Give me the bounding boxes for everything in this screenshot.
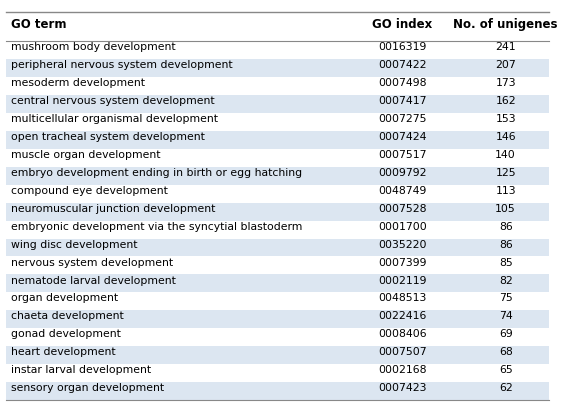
Text: 0007528: 0007528: [378, 204, 427, 214]
Text: 85: 85: [499, 258, 512, 267]
Bar: [6, 257, 549, 274]
Bar: [6, 238, 549, 257]
Text: neuromuscular junction development: neuromuscular junction development: [11, 204, 215, 214]
Text: muscle organ development: muscle organ development: [11, 150, 161, 160]
Text: peripheral nervous system development: peripheral nervous system development: [11, 60, 233, 70]
Text: 0048749: 0048749: [378, 186, 427, 196]
Text: nematode larval development: nematode larval development: [11, 276, 176, 286]
Text: embryo development ending in birth or egg hatching: embryo development ending in birth or eg…: [11, 168, 302, 178]
Text: 0002168: 0002168: [378, 365, 427, 375]
Text: mesoderm development: mesoderm development: [11, 78, 145, 88]
Bar: [6, 167, 549, 185]
Text: 140: 140: [495, 150, 516, 160]
Text: mushroom body development: mushroom body development: [11, 42, 176, 53]
Text: 0007275: 0007275: [378, 114, 427, 124]
Bar: [6, 95, 549, 113]
Text: wing disc development: wing disc development: [11, 240, 137, 250]
Text: 0016319: 0016319: [378, 42, 427, 53]
Text: 153: 153: [495, 114, 516, 124]
Text: sensory organ development: sensory organ development: [11, 383, 164, 393]
Text: 0009792: 0009792: [378, 168, 427, 178]
Text: central nervous system development: central nervous system development: [11, 96, 215, 106]
Text: 0007423: 0007423: [378, 383, 427, 393]
Text: 113: 113: [495, 186, 516, 196]
Text: 173: 173: [495, 78, 516, 88]
Text: 0007498: 0007498: [378, 78, 427, 88]
Bar: [6, 77, 549, 95]
Text: 125: 125: [495, 168, 516, 178]
Text: 105: 105: [495, 204, 516, 214]
Text: compound eye development: compound eye development: [11, 186, 168, 196]
Text: heart development: heart development: [11, 347, 116, 357]
Text: 0007517: 0007517: [378, 150, 427, 160]
Bar: [6, 292, 549, 310]
Text: 0007507: 0007507: [378, 347, 427, 357]
Bar: [6, 346, 549, 364]
Text: 0007424: 0007424: [378, 132, 427, 142]
Text: 75: 75: [499, 293, 512, 303]
Text: 74: 74: [499, 311, 512, 322]
Text: 146: 146: [495, 132, 516, 142]
Text: 0008406: 0008406: [378, 329, 427, 339]
Bar: [6, 364, 549, 382]
Text: GO index: GO index: [372, 18, 432, 31]
Text: No. of unigenes: No. of unigenes: [453, 18, 558, 31]
Bar: [6, 328, 549, 346]
Text: gonad development: gonad development: [11, 329, 121, 339]
Text: 82: 82: [499, 276, 512, 286]
Text: 0007422: 0007422: [378, 60, 427, 70]
Bar: [6, 203, 549, 221]
Text: 0002119: 0002119: [378, 276, 427, 286]
Text: 62: 62: [499, 383, 512, 393]
Text: GO term: GO term: [11, 18, 66, 31]
Bar: [6, 221, 549, 238]
Text: organ development: organ development: [11, 293, 118, 303]
Text: 0001700: 0001700: [378, 222, 427, 232]
Bar: [6, 310, 549, 328]
Bar: [6, 382, 549, 400]
Text: multicellular organismal development: multicellular organismal development: [11, 114, 218, 124]
Bar: [6, 113, 549, 131]
Text: 0035220: 0035220: [378, 240, 427, 250]
Text: 0048513: 0048513: [378, 293, 427, 303]
Bar: [6, 131, 549, 149]
Text: nervous system development: nervous system development: [11, 258, 173, 267]
Text: instar larval development: instar larval development: [11, 365, 151, 375]
Bar: [6, 12, 549, 41]
Text: 162: 162: [495, 96, 516, 106]
Bar: [6, 185, 549, 203]
Text: 68: 68: [499, 347, 512, 357]
Bar: [6, 59, 549, 77]
Text: 0007417: 0007417: [378, 96, 427, 106]
Bar: [6, 41, 549, 59]
Text: embryonic development via the syncytial blastoderm: embryonic development via the syncytial …: [11, 222, 303, 232]
Text: chaeta development: chaeta development: [11, 311, 124, 322]
Text: open tracheal system development: open tracheal system development: [11, 132, 205, 142]
Text: 86: 86: [499, 240, 512, 250]
Text: 65: 65: [499, 365, 512, 375]
Text: 241: 241: [495, 42, 516, 53]
Bar: [6, 149, 549, 167]
Text: 69: 69: [499, 329, 512, 339]
Text: 207: 207: [495, 60, 516, 70]
Bar: [6, 274, 549, 292]
Text: 0007399: 0007399: [378, 258, 427, 267]
Text: 0022416: 0022416: [378, 311, 427, 322]
Text: 86: 86: [499, 222, 512, 232]
